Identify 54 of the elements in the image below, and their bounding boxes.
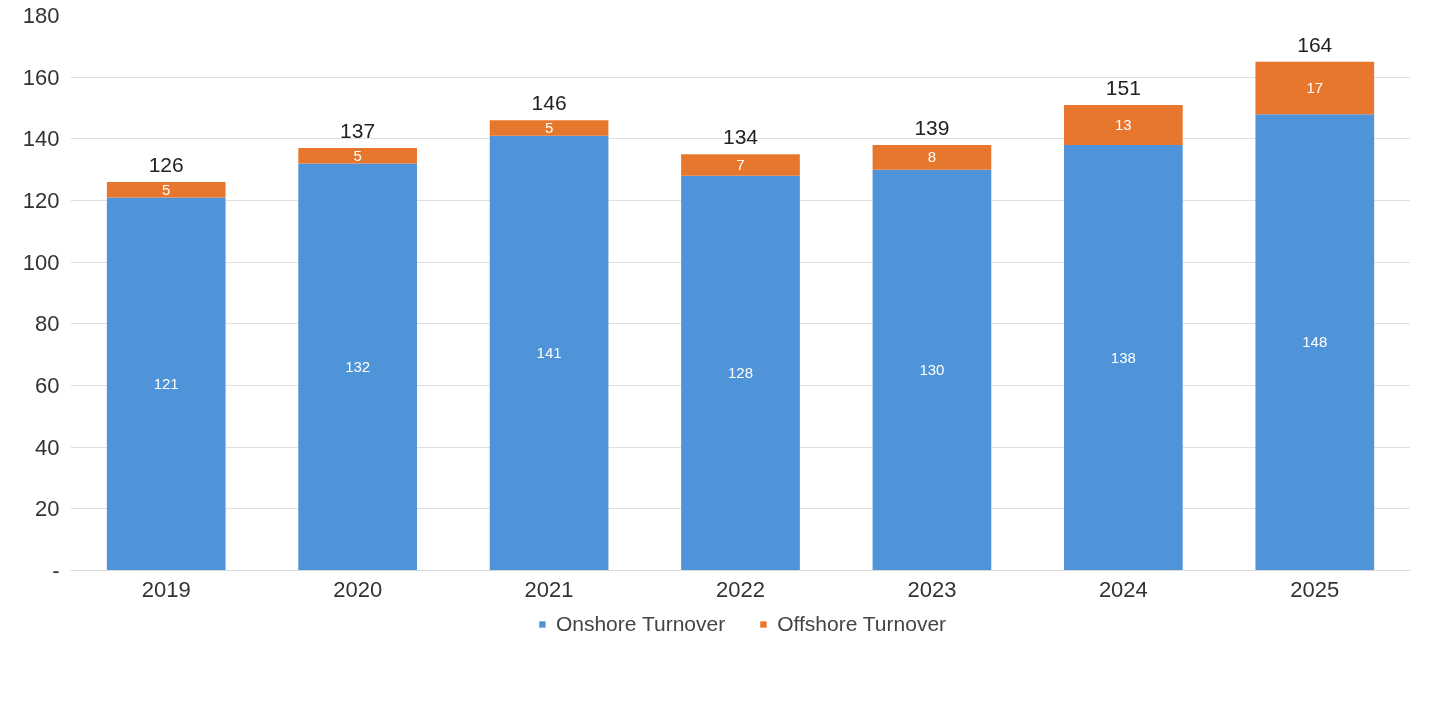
bar [298, 148, 417, 164]
x-tick-label: 2022 [716, 576, 765, 602]
bar [1255, 114, 1375, 571]
data-label: 130 [919, 361, 945, 379]
bar [106, 182, 226, 198]
total-label: 164 [1297, 32, 1333, 56]
data-label: 5 [353, 146, 362, 164]
x-tick-label: 2020 [333, 576, 383, 602]
legend-label: Offshore Turnover [777, 612, 947, 636]
y-tick-label: - [52, 558, 60, 583]
y-tick-label: 40 [35, 434, 60, 460]
total-label: 139 [914, 116, 950, 139]
bar [106, 197, 226, 571]
data-label: 7 [736, 156, 745, 174]
data-label: 138 [1110, 348, 1136, 366]
x-tick-label: 2024 [1098, 576, 1148, 602]
x-tick-label: 2021 [524, 576, 574, 602]
y-tick-label: 120 [22, 188, 60, 213]
x-tick-label: 2025 [1290, 576, 1340, 602]
bar [872, 169, 992, 571]
y-tick-label: 180 [22, 3, 60, 28]
data-label: 141 [536, 344, 562, 362]
bar [1064, 145, 1183, 571]
data-label: 5 [544, 119, 554, 137]
bar [681, 154, 800, 176]
data-label: 5 [162, 180, 171, 198]
bar [298, 163, 417, 571]
legend-label: Onshore Turnover [555, 612, 726, 636]
bar [681, 175, 800, 571]
y-tick-label: 140 [22, 126, 60, 152]
x-tick-label: 2019 [141, 576, 191, 602]
bar [1255, 61, 1375, 115]
y-tick-label: 100 [22, 249, 60, 275]
data-label: 148 [1302, 333, 1328, 351]
bar [489, 135, 609, 571]
total-label: 146 [531, 91, 567, 115]
data-label: 17 [1306, 78, 1324, 96]
data-label: 128 [727, 364, 754, 382]
data-label: 121 [153, 374, 179, 392]
data-label: 132 [345, 358, 371, 375]
total-label: 126 [148, 153, 184, 176]
y-tick-label: 80 [35, 311, 60, 337]
y-tick-label: 60 [35, 373, 60, 398]
bar [872, 145, 992, 170]
data-label: 13 [1115, 115, 1132, 133]
y-tick-label: 20 [35, 496, 60, 522]
data-label: 8 [927, 148, 937, 166]
x-tick-label: 2023 [907, 576, 957, 602]
total-label: 137 [340, 119, 376, 143]
total-label: 151 [1105, 75, 1141, 99]
total-label: 134 [722, 125, 759, 149]
bar [489, 120, 609, 136]
bar [1064, 104, 1183, 145]
y-tick-label: 160 [22, 64, 60, 90]
